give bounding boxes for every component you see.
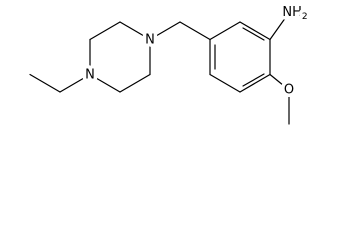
double-bond [242,73,265,87]
bond [149,21,181,41]
atom-label: O [284,83,294,98]
page: NH2 N N O (() => { const data = JSON.par… [29,1,311,125]
atom-label: N [85,68,95,83]
bond [179,21,211,41]
bond [89,21,121,41]
bond [269,73,290,91]
bond [119,73,151,93]
bond [239,21,271,41]
atom-symbol: NH [282,5,302,20]
bond [269,16,287,41]
bond [89,73,121,93]
bond [239,73,271,93]
bond [59,73,91,93]
structure-diagram: NH2 N N O [29,1,311,125]
double-bond [242,27,265,41]
atom-labels: NH2 N N O [82,1,311,101]
bond [29,73,61,93]
atom-label: NH2 [282,5,307,22]
atom-label: N [145,33,155,48]
atom-subscript: 2 [302,12,308,22]
bonds [29,16,290,125]
bond [119,21,151,41]
bond [209,73,241,93]
bond [209,21,241,41]
